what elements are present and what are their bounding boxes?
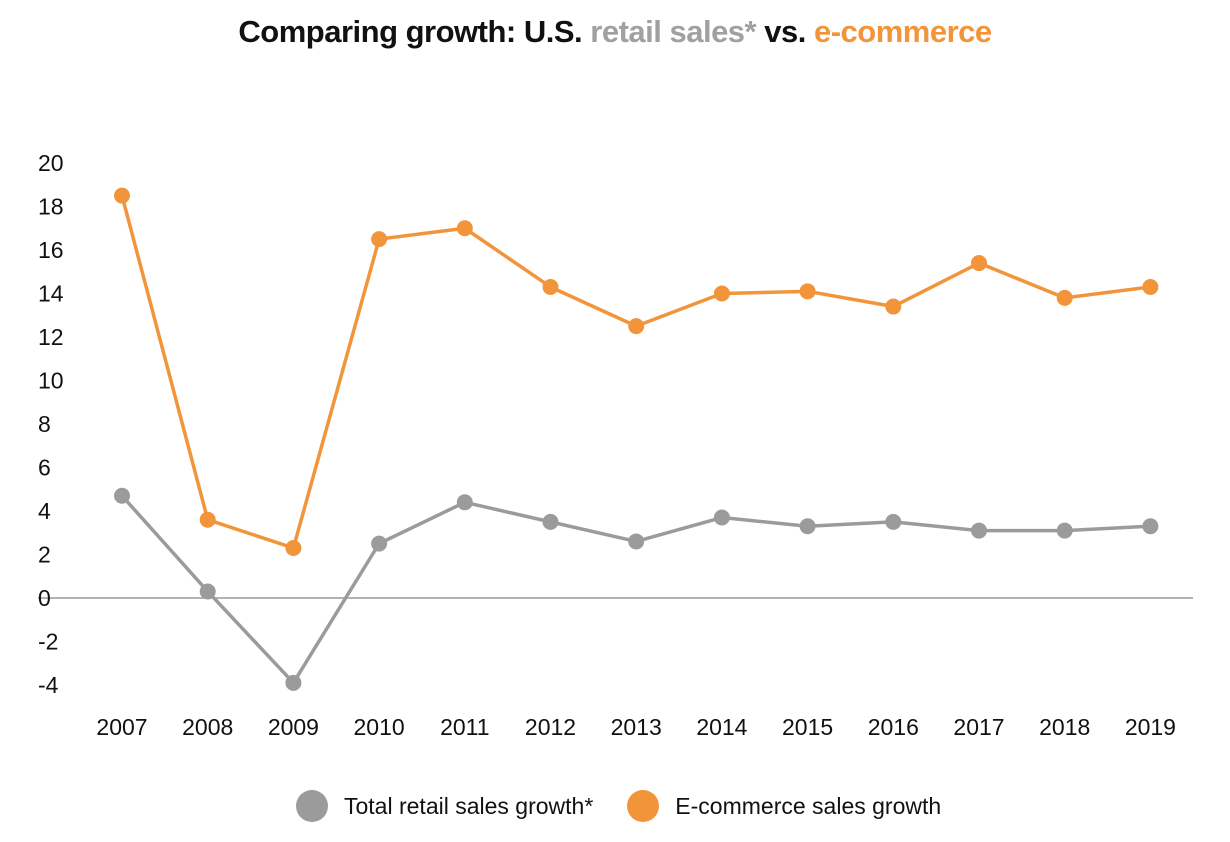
data-point-retail — [1142, 518, 1159, 535]
series-line-ecommerce — [120, 195, 1151, 550]
data-point-ecommerce — [799, 283, 816, 300]
data-point-ecommerce — [542, 278, 559, 295]
chart-legend: Total retail sales growth* E-commerce sa… — [296, 786, 975, 826]
data-point-retail — [1056, 522, 1073, 539]
legend-item-ecommerce: E-commerce sales growth — [627, 790, 941, 822]
data-point-ecommerce — [114, 187, 130, 204]
x-tick-label: 2009 — [268, 714, 319, 740]
x-tick-label: 2019 — [1125, 714, 1176, 740]
data-point-ecommerce — [885, 298, 902, 315]
x-tick-label: 2010 — [354, 714, 405, 740]
legend-label-retail: Total retail sales growth* — [344, 792, 594, 819]
data-point-retail — [199, 583, 216, 600]
data-point-retail — [628, 533, 645, 550]
y-tick-label: 2 — [38, 542, 51, 568]
data-point-ecommerce — [456, 220, 473, 237]
x-tick-label: 2007 — [96, 714, 147, 740]
data-point-ecommerce — [628, 318, 645, 335]
x-tick-label: 2012 — [525, 714, 576, 740]
x-tick-label: 2017 — [953, 714, 1004, 740]
data-point-ecommerce — [1056, 289, 1073, 306]
data-point-retail — [456, 494, 473, 511]
data-point-retail — [885, 513, 902, 530]
title-ecommerce: e-commerce — [813, 14, 992, 49]
y-tick-label: 10 — [38, 368, 64, 394]
y-tick-label: -2 — [38, 629, 58, 655]
y-tick-label: 6 — [38, 455, 51, 481]
title-middle: vs. — [756, 14, 814, 49]
x-tick-label: 2018 — [1039, 714, 1090, 740]
data-point-retail — [971, 522, 987, 539]
x-tick-label: 2015 — [782, 714, 833, 740]
legend-item-retail: Total retail sales growth* — [296, 790, 593, 822]
series-line-retail — [120, 494, 1151, 685]
y-tick-label: 14 — [38, 281, 64, 307]
data-point-ecommerce — [371, 231, 388, 248]
y-tick-label: 8 — [38, 411, 51, 437]
chart-title: Comparing growth: U.S. retail sales* vs.… — [0, 14, 1230, 50]
data-point-retail — [713, 509, 730, 526]
data-point-retail — [542, 513, 559, 530]
y-tick-label: 0 — [38, 585, 51, 611]
legend-swatch-retail — [296, 790, 328, 822]
legend-swatch-ecommerce — [627, 790, 660, 822]
y-tick-label: 20 — [38, 150, 64, 176]
data-point-ecommerce — [285, 539, 302, 556]
x-tick-label: 2008 — [182, 714, 233, 740]
x-tick-label: 2013 — [611, 714, 662, 740]
data-point-ecommerce — [199, 511, 216, 528]
y-tick-label: 4 — [38, 498, 51, 524]
data-point-ecommerce — [971, 255, 987, 272]
data-point-retail — [371, 535, 388, 552]
y-tick-label: -4 — [38, 672, 59, 698]
data-point-ecommerce — [713, 285, 730, 302]
data-point-retail — [285, 674, 302, 691]
data-point-ecommerce — [1142, 278, 1159, 295]
y-tick-label: 12 — [38, 324, 64, 350]
data-point-retail — [114, 487, 130, 504]
y-tick-label: 18 — [38, 194, 64, 220]
x-tick-label: 2014 — [696, 714, 747, 740]
title-retail: retail sales* — [590, 14, 757, 49]
data-point-retail — [799, 518, 816, 535]
title-prefix: Comparing growth: U.S. — [238, 14, 591, 49]
legend-label-ecommerce: E-commerce sales growth — [675, 792, 942, 819]
x-tick-label: 2011 — [440, 714, 489, 740]
x-tick-label: 2016 — [868, 714, 919, 740]
y-tick-label: 16 — [38, 237, 64, 263]
